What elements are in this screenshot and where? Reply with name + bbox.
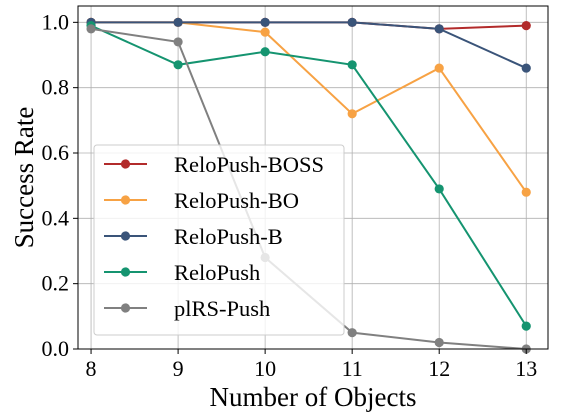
x-tick-label: 12 xyxy=(428,356,450,381)
data-point xyxy=(347,328,357,338)
legend-item: plRS-Push xyxy=(104,296,270,321)
y-tick-label: 0.6 xyxy=(42,140,70,165)
data-point xyxy=(173,17,183,27)
y-tick-label: 1.0 xyxy=(42,9,70,34)
data-point xyxy=(173,60,183,70)
legend-label: ReloPush xyxy=(174,260,260,285)
data-point xyxy=(521,321,531,331)
data-point xyxy=(260,27,270,37)
legend: ReloPush-BOSS ReloPush-BO ReloPush-B ReloPu… xyxy=(93,144,345,336)
data-point xyxy=(260,17,270,27)
y-tick-label: 0.4 xyxy=(42,205,70,230)
data-point xyxy=(521,21,531,31)
x-tick-label: 8 xyxy=(86,356,97,381)
data-point xyxy=(86,24,96,34)
legend-marker xyxy=(120,267,131,277)
x-tick-label: 9 xyxy=(173,356,184,381)
legend-marker xyxy=(120,231,131,241)
y-tick-label: 0.8 xyxy=(42,75,70,100)
series-relopush-b xyxy=(86,17,531,73)
legend-label: ReloPush-BO xyxy=(174,188,299,213)
legend-item: ReloPush-BOSS xyxy=(104,152,324,177)
legend-marker xyxy=(120,303,131,313)
y-axis-title: Success Rate xyxy=(9,107,39,249)
series-line xyxy=(90,24,528,327)
legend-label: ReloPush-B xyxy=(174,224,283,249)
y-tick-label: 0.2 xyxy=(42,271,70,296)
legend-label: ReloPush-BOSS xyxy=(174,152,324,177)
x-tick-label: 13 xyxy=(515,356,537,381)
legend-item: ReloPush-BO xyxy=(104,188,299,213)
x-tick-label: 11 xyxy=(342,356,363,381)
y-tick-label: 0.0 xyxy=(42,336,70,361)
x-axis-title: Number of Objects xyxy=(210,382,417,412)
legend-label: plRS-Push xyxy=(174,296,270,321)
x-tick-label: 10 xyxy=(254,356,276,381)
legend-item: ReloPush xyxy=(104,260,260,285)
data-point xyxy=(434,24,444,34)
data-point xyxy=(434,337,444,348)
data-point xyxy=(521,187,531,197)
legend-marker xyxy=(120,159,131,169)
data-point xyxy=(521,63,531,73)
data-point xyxy=(434,184,444,194)
legend-item: ReloPush-B xyxy=(104,224,283,249)
data-point xyxy=(347,17,357,27)
axis-ticks: 8 9 10 11 12 13 0.0 0.2 0.4 0.6 0.8 1.0 xyxy=(42,9,538,381)
data-point xyxy=(347,60,357,70)
data-point xyxy=(260,47,270,57)
series-line xyxy=(91,21,527,69)
plot-area xyxy=(77,5,549,350)
data-point xyxy=(173,37,183,47)
data-point xyxy=(347,109,357,119)
legend-box xyxy=(93,144,345,336)
data-point xyxy=(434,63,444,73)
legend-marker xyxy=(120,195,131,205)
series-relopush-boss xyxy=(86,17,531,34)
